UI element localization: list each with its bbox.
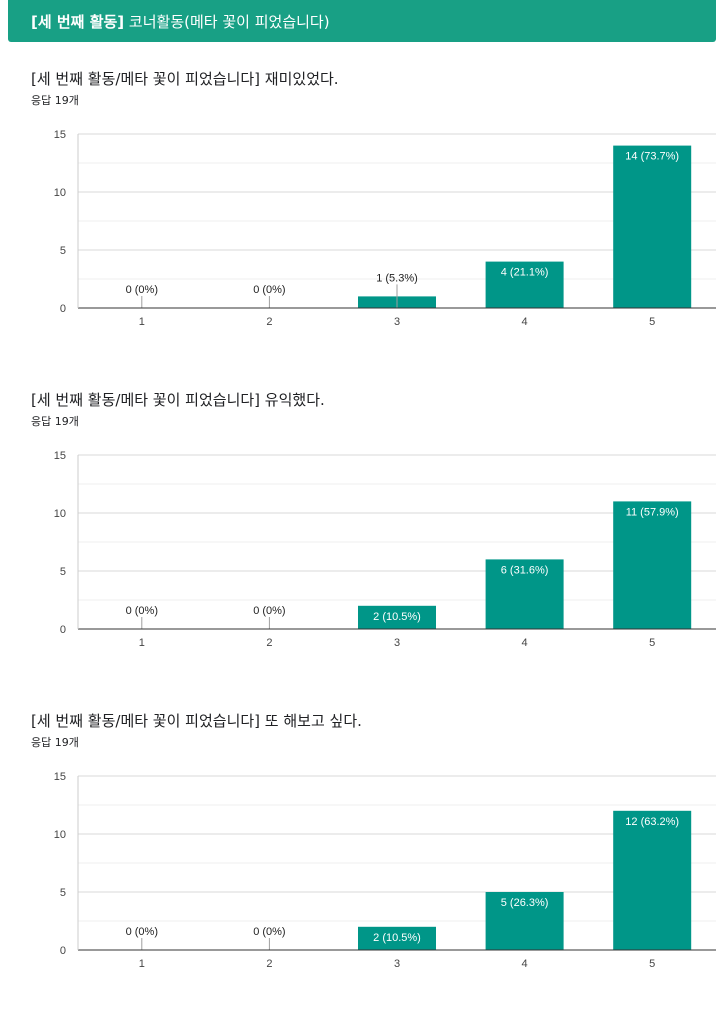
- question-title: [세 번째 활동/메타 꽃이 피었습니다] 재미있었다.: [31, 70, 339, 88]
- question-section-2: [세 번째 활동/메타 꽃이 피었습니다] 유익했다. 응답 19개 0 5 10 1…: [0, 389, 724, 709]
- response-count: 응답 19개: [31, 94, 79, 107]
- question-title: [세 번째 활동/메타 꽃이 피었습니다] 또 해보고 싶다.: [31, 712, 362, 730]
- bar: [485, 261, 564, 308]
- header-title-bold: [세 번째 활동]: [31, 13, 125, 31]
- bar-chart: 0 5 10 15 0 (0%) 1 0 (0%) 2 1 (5.3%) 3 4 (21.1%) 4 1…: [54, 129, 716, 328]
- data-label: 0 (0%): [253, 284, 285, 296]
- x-tick-label: 5: [649, 958, 655, 970]
- x-tick-label: 1: [139, 316, 145, 328]
- y-tick-label: 5: [60, 245, 66, 257]
- y-tick-label: 15: [54, 129, 66, 141]
- data-label: 0 (0%): [126, 284, 158, 296]
- header-bar: [세 번째 활동] 코너활동(메타 꽃이 피었습니다): [8, 0, 716, 42]
- data-label: 2 (10.5%): [373, 932, 421, 944]
- x-tick-label: 5: [649, 637, 655, 649]
- y-tick-label: 15: [54, 450, 66, 462]
- bar: [613, 810, 692, 950]
- data-label: 12 (63.2%): [625, 816, 679, 828]
- bar: [358, 605, 436, 629]
- data-label: 0 (0%): [253, 605, 285, 617]
- x-tick-label: 4: [522, 316, 528, 328]
- x-tick-label: 1: [139, 958, 145, 970]
- data-label: 0 (0%): [253, 926, 285, 938]
- y-tick-label: 15: [54, 771, 66, 783]
- x-tick-label: 1: [139, 637, 145, 649]
- data-label: 6 (31.6%): [501, 564, 549, 576]
- data-label: 0 (0%): [126, 926, 158, 938]
- data-label: 2 (10.5%): [373, 611, 421, 623]
- header-title-rest: 코너활동(메타 꽃이 피었습니다): [124, 13, 330, 31]
- question-section-3: [세 번째 활동/메타 꽃이 피었습니다] 또 해보고 싶다. 응답 19개 0…: [0, 710, 724, 1030]
- x-tick-label: 2: [266, 958, 272, 970]
- response-count: 응답 19개: [31, 736, 79, 749]
- x-tick-label: 3: [394, 316, 400, 328]
- x-tick-label: 3: [394, 958, 400, 970]
- bar: [613, 145, 692, 308]
- bar: [613, 501, 692, 629]
- x-tick-label: 2: [266, 316, 272, 328]
- y-tick-label: 10: [54, 508, 66, 520]
- y-tick-label: 0: [60, 624, 66, 636]
- y-tick-label: 10: [54, 187, 66, 199]
- data-label: 5 (26.3%): [501, 897, 549, 909]
- data-label: 0 (0%): [126, 605, 158, 617]
- y-tick-label: 5: [60, 887, 66, 899]
- data-label: 14 (73.7%): [625, 151, 679, 163]
- x-tick-label: 4: [522, 637, 528, 649]
- data-label: 4 (21.1%): [501, 267, 549, 279]
- data-label: 1 (5.3%): [376, 272, 418, 284]
- bar: [358, 926, 436, 950]
- bar-chart: 0 5 10 15 0 (0%) 1 0 (0%) 2 2 (10.5%) 3 6 (31.6%) 4…: [54, 450, 716, 649]
- x-tick-label: 4: [522, 958, 528, 970]
- x-tick-label: 2: [266, 637, 272, 649]
- question-section-1: [세 번째 활동/메타 꽃이 피었습니다] 재미있었다. 응답 19개 0 5 10…: [0, 68, 724, 388]
- x-tick-label: 3: [394, 637, 400, 649]
- header-title: [세 번째 활동] 코너활동(메타 꽃이 피었습니다): [31, 11, 330, 32]
- question-title: [세 번째 활동/메타 꽃이 피었습니다] 유익했다.: [31, 391, 325, 409]
- response-count: 응답 19개: [31, 415, 79, 428]
- bar-chart: 0 5 10 15 0 (0%) 1 0 (0%) 2 2 (10.5%) 3 5 (26.3%) 4…: [54, 771, 716, 970]
- y-tick-label: 10: [54, 829, 66, 841]
- data-label: 11 (57.9%): [626, 506, 679, 518]
- x-tick-label: 5: [649, 316, 655, 328]
- y-tick-label: 5: [60, 566, 66, 578]
- y-tick-label: 0: [60, 303, 66, 315]
- y-tick-label: 0: [60, 945, 66, 957]
- bar: [485, 892, 564, 950]
- bar: [485, 559, 564, 629]
